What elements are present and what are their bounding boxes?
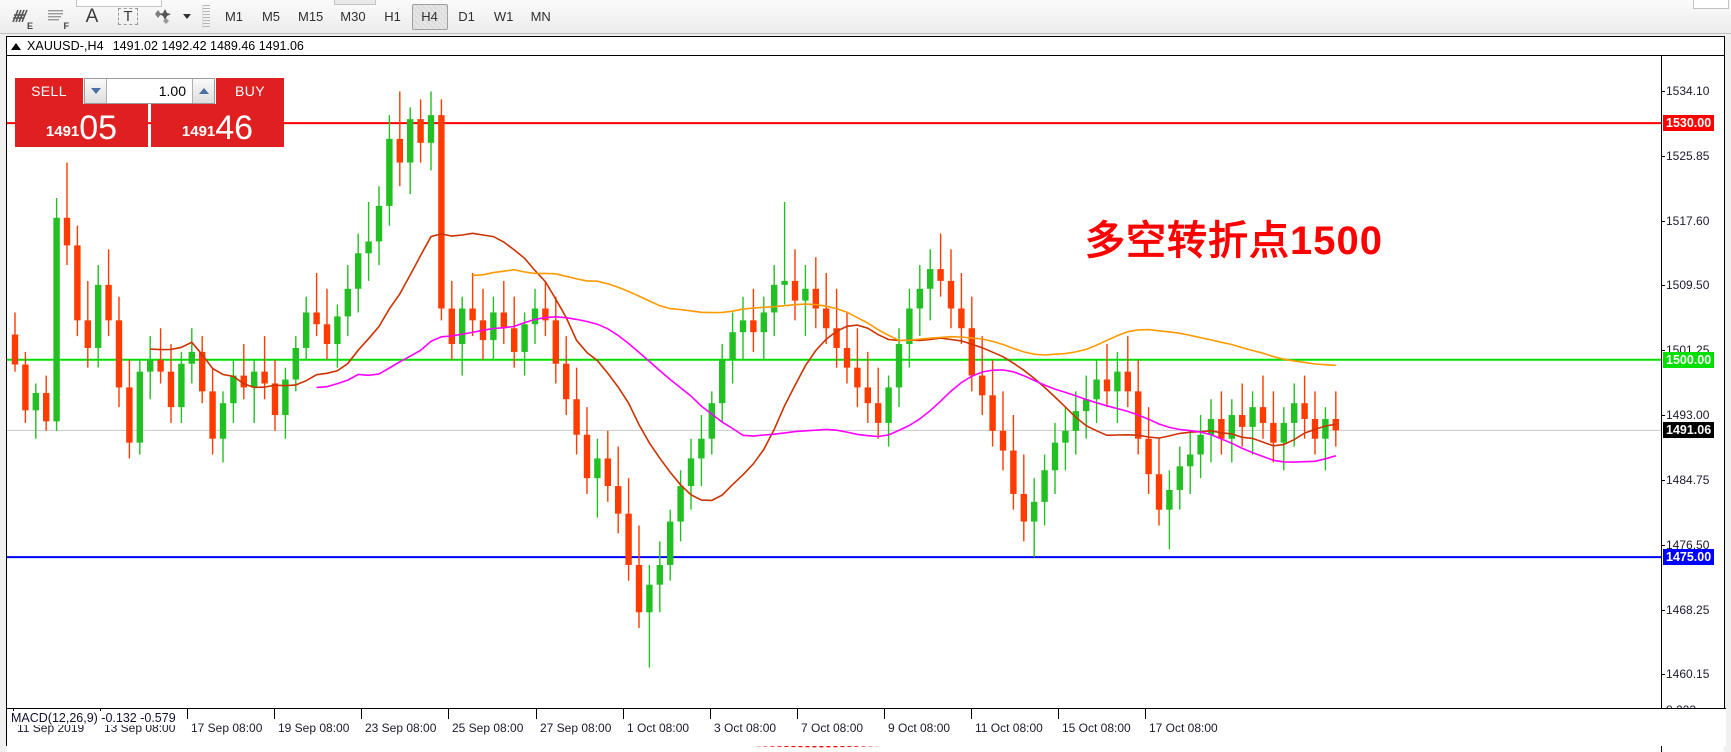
price-tick: 1460.15 <box>1660 667 1710 682</box>
sell-button[interactable]: SELL <box>15 78 83 104</box>
time-tick: 23 Sep 08:00 <box>360 708 437 735</box>
sell-price-integer: 1491 <box>45 123 80 140</box>
chart-up-arrow-icon <box>11 42 21 50</box>
price-tick: 1525.85 <box>1660 148 1710 163</box>
sell-price-display[interactable]: 1491 05 <box>15 104 148 147</box>
timeframe-mn[interactable]: MN <box>530 9 551 24</box>
price-tick: 1493.00 <box>1660 408 1710 423</box>
caret-up-icon <box>198 88 209 94</box>
oct-prices-row: 1491 05 1491 46 <box>15 104 284 147</box>
timeframe-d1[interactable]: D1 <box>458 9 475 24</box>
time-tick: 25 Sep 08:00 <box>447 708 524 735</box>
timeframe-m1[interactable]: M1 <box>224 9 244 24</box>
shapes-dropdown-caret-icon[interactable] <box>180 2 194 32</box>
one-click-trading-panel[interactable]: SELL 1.00 BUY 1491 05 1491 46 <box>15 78 284 147</box>
volume-stepper[interactable]: 1.00 <box>84 78 215 104</box>
symbol-info-bar: XAUUSD-,H4 1491.02 1492.42 1489.46 1491.… <box>7 37 1724 63</box>
time-tick: 27 Sep 08:00 <box>535 708 612 735</box>
symbol-name: XAUUSD-,H4 <box>27 39 104 53</box>
price-tick: 1476.50 <box>1660 538 1710 553</box>
time-tick: 11 Oct 08:00 <box>971 708 1043 735</box>
current-price-badge: 1491.06 <box>1663 422 1715 439</box>
time-tick: 17 Sep 08:00 <box>186 708 263 735</box>
price-pane[interactable] <box>7 56 1663 707</box>
timeframe-h1[interactable]: H1 <box>384 9 401 24</box>
fibonacci-grid-icon[interactable]: F <box>40 2 72 32</box>
macd-label: MACD(12,26,9) -0.132 -0.579 <box>11 711 180 725</box>
time-tick: 1 Oct 08:00 <box>622 708 690 735</box>
toolbar-tab-stub <box>76 0 162 7</box>
chart-window: XAUUSD-,H4 1491.02 1492.42 1489.46 1491.… <box>6 36 1726 752</box>
price-scale-axis[interactable]: 1534.10 1525.85 1517.60 1509.50 1501.25 1493.… <box>1660 56 1724 708</box>
shapes-tool-icon[interactable] <box>148 2 180 32</box>
toolbar-tab-stub-secondary <box>334 0 376 5</box>
ma-fast-red <box>150 232 1336 502</box>
plot-area[interactable]: MACD(12,26,9) -0.132 -0.579 RSI(14) 51.2… <box>7 56 1726 752</box>
pivot-level-badge: 1500.00 <box>1663 351 1715 368</box>
timeframe-m15[interactable]: M15 <box>298 9 324 24</box>
timeframe-m5[interactable]: M5 <box>261 9 281 24</box>
volume-input[interactable]: 1.00 <box>158 83 186 99</box>
symbol-ohlc-values: 1491.02 1492.42 1489.46 1491.06 <box>112 39 304 53</box>
sell-price-decimal: 05 <box>79 109 118 147</box>
buy-button[interactable]: BUY <box>216 78 284 104</box>
ma-mid-orange <box>472 268 1336 367</box>
price-tick: 1468.25 <box>1660 603 1710 618</box>
text-label-icon[interactable]: T <box>112 2 144 32</box>
price-tick: 1534.10 <box>1660 83 1710 98</box>
text-tool-icon[interactable]: A <box>76 2 108 32</box>
time-tick: 17 Oct 08:00 <box>1145 708 1218 735</box>
caret-down-icon <box>90 88 101 94</box>
expert-advisor-icon-sub: E <box>26 20 33 31</box>
resistance-level-badge: 1530.00 <box>1663 115 1715 132</box>
main-toolbar: E F A T M1 M5 M15 M30 H1 <box>0 0 1731 34</box>
text-label-glyph: T <box>118 8 138 25</box>
time-tick: 3 Oct 08:00 <box>709 708 777 735</box>
fibonacci-grid-icon-sub: F <box>63 20 70 31</box>
support-level-badge: 1475.00 <box>1663 549 1715 566</box>
time-axis[interactable]: 11 Sep 2019 13 Sep 08:00 17 Sep 08:00 19 Se… <box>7 708 1726 746</box>
chart-annotation-text: 多空转折点1500 <box>1085 219 1383 263</box>
time-tick: 15 Oct 08:00 <box>1058 708 1131 735</box>
time-tick: 19 Sep 08:00 <box>273 708 350 735</box>
volume-increase-button[interactable] <box>192 79 214 103</box>
buy-price-integer: 1491 <box>181 123 216 140</box>
timeframe-w1[interactable]: W1 <box>493 9 514 24</box>
expert-advisor-icon[interactable]: E <box>4 2 36 32</box>
buy-price-display[interactable]: 1491 46 <box>151 104 284 147</box>
oct-controls-row: SELL 1.00 BUY <box>15 78 284 104</box>
volume-decrease-button[interactable] <box>85 79 107 103</box>
price-tick: 1509.50 <box>1660 277 1710 292</box>
text-tool-glyph: A <box>85 5 99 27</box>
timeframe-h4[interactable]: H4 <box>411 3 448 30</box>
time-tick: 7 Oct 08:00 <box>796 708 864 735</box>
price-chart-canvas <box>7 91 1663 668</box>
price-tick: 1484.75 <box>1660 473 1710 488</box>
buy-price-decimal: 46 <box>215 109 254 147</box>
toolbar-right-stub <box>1693 0 1729 9</box>
time-tick: 9 Oct 08:00 <box>883 708 951 735</box>
price-tick: 1517.60 <box>1660 213 1710 228</box>
toolbar-grip-handle[interactable] <box>202 4 210 29</box>
timeframe-m30[interactable]: M30 <box>340 9 366 24</box>
ma-slow-magenta <box>316 315 1337 463</box>
